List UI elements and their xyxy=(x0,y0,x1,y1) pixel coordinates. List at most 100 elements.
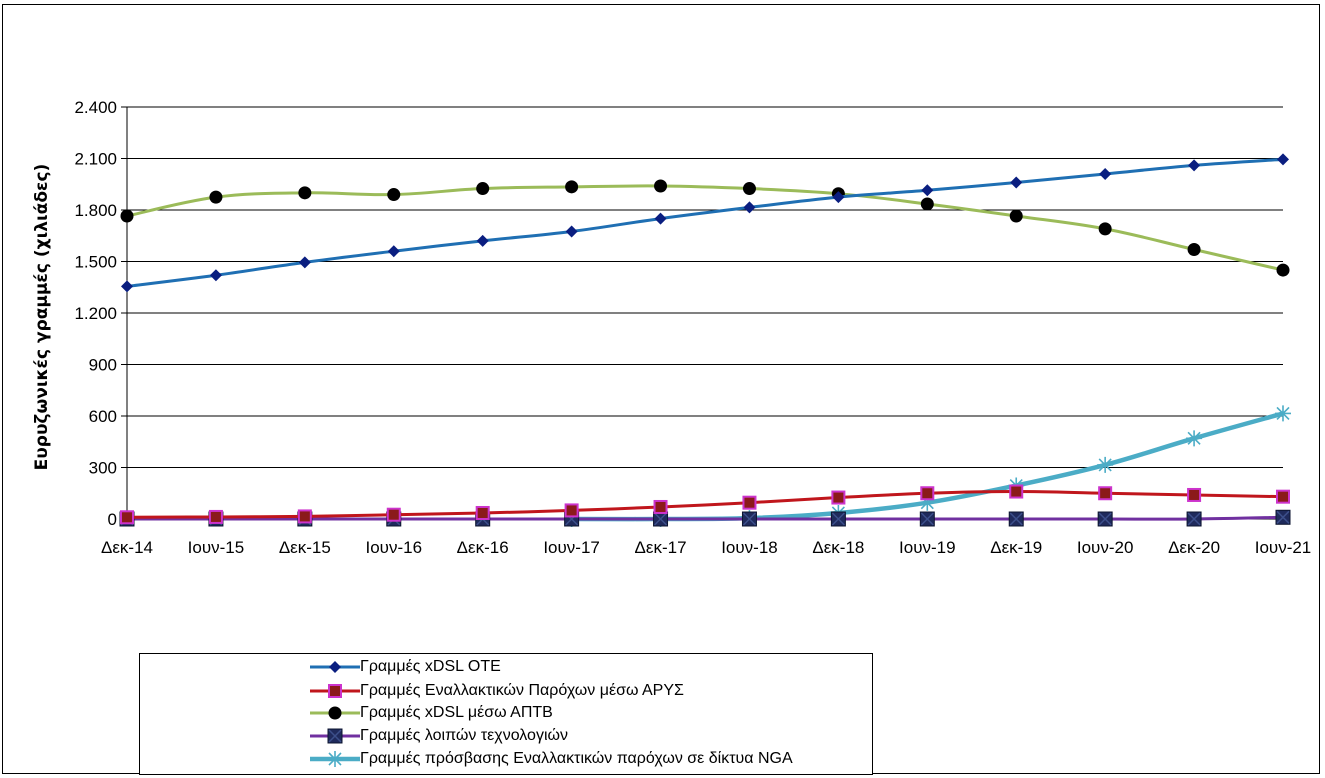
data-point xyxy=(298,186,312,200)
data-point xyxy=(1010,176,1023,189)
data-point xyxy=(1008,511,1024,527)
data-point xyxy=(743,201,756,214)
legend-item: Γραμμές πρόσβασης Εναλλακτικών παρόχων σ… xyxy=(140,749,870,769)
data-point xyxy=(831,490,846,505)
legend-item: Γραμμές λοιπών τεχνολογιών xyxy=(140,726,870,746)
data-point xyxy=(920,197,934,211)
data-point xyxy=(476,234,489,247)
data-point xyxy=(742,495,757,510)
x-tick-label: Δεκ-19 xyxy=(990,538,1042,557)
x-tick-label: Δεκ-14 xyxy=(101,538,153,557)
legend-label: Γραμμές xDSL μέσω ΑΠΤΒ xyxy=(360,704,553,721)
y-tick-label: 600 xyxy=(89,407,117,426)
data-point xyxy=(919,494,936,511)
data-point xyxy=(1186,511,1202,527)
legend-label: Γραμμές xDSL ΟΤΕ xyxy=(360,658,501,675)
y-tick-label: 2.400 xyxy=(74,98,117,117)
marker-cross xyxy=(742,512,756,526)
x-tick-label: Ιουν-20 xyxy=(1077,538,1134,557)
data-point xyxy=(1276,263,1290,277)
data-point xyxy=(1186,430,1203,447)
data-point xyxy=(209,269,222,282)
x-tick-label: Δεκ-18 xyxy=(812,538,864,557)
legend-swatch xyxy=(310,706,360,720)
marker-cross xyxy=(1098,512,1112,526)
data-point xyxy=(298,256,311,269)
series-group xyxy=(119,153,1291,527)
data-point xyxy=(1009,484,1024,499)
x-tick-label: Ιουν-16 xyxy=(365,538,422,557)
y-tick-label: 1.200 xyxy=(74,304,117,323)
x-tick-label: Δεκ-20 xyxy=(1168,538,1220,557)
data-point xyxy=(654,179,668,193)
data-point xyxy=(1098,486,1113,501)
data-point xyxy=(564,503,579,518)
x-tick-label: Ιουν-18 xyxy=(721,538,778,557)
y-tick-label: 0 xyxy=(108,510,117,529)
series-line xyxy=(126,157,1284,288)
data-point xyxy=(1187,487,1202,502)
data-point xyxy=(653,511,669,527)
legend-marker xyxy=(327,728,343,744)
data-point xyxy=(208,509,223,524)
x-tick-label: Δεκ-15 xyxy=(279,538,331,557)
data-point xyxy=(387,188,401,202)
data-point xyxy=(654,212,667,225)
marker-cross xyxy=(1276,510,1290,524)
legend-swatch xyxy=(310,751,360,767)
data-point xyxy=(121,280,133,293)
legend-marker xyxy=(328,706,342,720)
x-tick-label: Ιουν-15 xyxy=(188,538,245,557)
data-point xyxy=(386,507,401,522)
data-point xyxy=(297,509,312,524)
data-point xyxy=(1276,489,1290,504)
data-point xyxy=(832,191,845,204)
series-line xyxy=(126,184,1284,272)
data-point xyxy=(565,225,578,238)
gridlines xyxy=(127,106,1283,520)
y-axis-label: Ευρυζωνικές γραμμές (χιλιάδες) xyxy=(32,164,52,471)
data-point xyxy=(387,245,400,258)
legend-item: Γραμμές xDSL ΟΤΕ xyxy=(140,657,870,677)
legend-label: Γραμμές Εναλλακτικών Παρόχων μέσω ΑΡΥΣ xyxy=(360,682,684,699)
marker-cross xyxy=(920,512,934,526)
y-tick-label: 900 xyxy=(89,356,117,375)
data-point xyxy=(475,505,490,520)
series-2 xyxy=(120,484,1290,525)
legend-item: Γραμμές Εναλλακτικών Παρόχων μέσω ΑΡΥΣ xyxy=(140,681,870,701)
data-point xyxy=(1187,242,1201,256)
legend-marker xyxy=(328,684,342,698)
series-line xyxy=(126,490,1284,519)
legend-swatch xyxy=(310,728,360,744)
x-tick-label: Δεκ-16 xyxy=(457,538,509,557)
x-tick-label: Δεκ-17 xyxy=(635,538,687,557)
data-point xyxy=(920,486,935,501)
x-tick-label: Ιουν-17 xyxy=(543,538,600,557)
chart-frame: 0 300 600 900 1.200 1.500 1.800 2.100 2.400 Δεκ-1… xyxy=(2,4,1320,775)
x-tick-label: Ιουν-19 xyxy=(899,538,956,557)
series-1 xyxy=(121,153,1289,293)
data-point xyxy=(921,184,934,197)
data-point xyxy=(830,511,846,527)
legend-swatch xyxy=(310,684,360,698)
data-point xyxy=(476,182,490,196)
marker-cross xyxy=(1187,512,1201,526)
data-point xyxy=(741,511,757,527)
y-tick-label: 2.100 xyxy=(74,150,117,169)
legend: Γραμμές xDSL ΟΤΕ Γραμμές Εναλλακτικών Παρ… xyxy=(139,653,873,775)
data-point xyxy=(1097,456,1114,473)
data-point xyxy=(1099,167,1112,180)
marker-cross xyxy=(1009,512,1023,526)
legend-swatch xyxy=(310,661,360,673)
series-3 xyxy=(120,179,1290,277)
data-point xyxy=(1275,405,1291,422)
data-point xyxy=(1275,509,1291,525)
data-point xyxy=(742,182,756,196)
legend-label: Γραμμές λοιπών τεχνολογιών xyxy=(360,727,568,744)
legend-label: Γραμμές πρόσβασης Εναλλακτικών παρόχων σ… xyxy=(360,750,793,767)
x-tick-label: Ιουν-21 xyxy=(1255,538,1312,557)
data-point xyxy=(1098,222,1112,236)
data-point xyxy=(120,209,134,223)
y-tick-label: 1.800 xyxy=(74,201,117,220)
legend-marker xyxy=(327,751,343,767)
